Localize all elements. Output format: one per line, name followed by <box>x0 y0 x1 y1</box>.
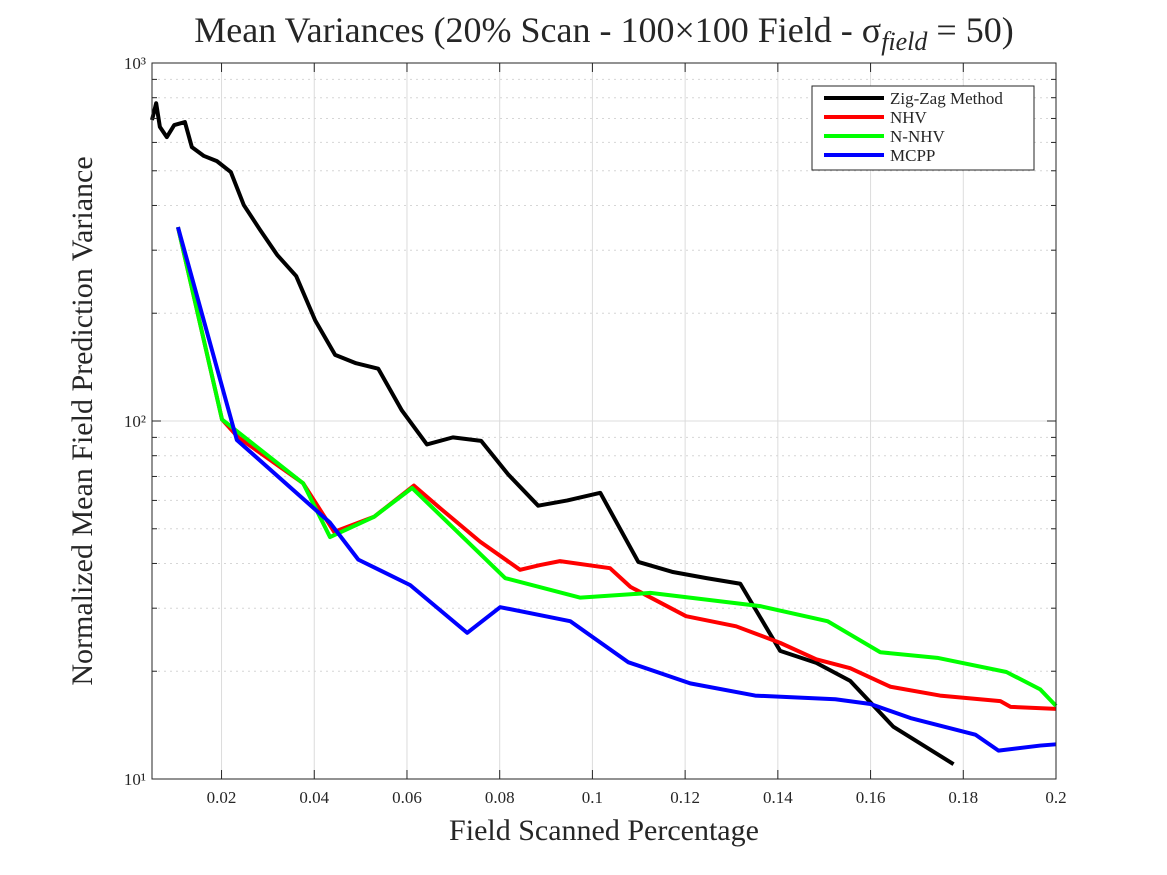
x-tick-label: 0.06 <box>392 788 422 807</box>
x-tick-label: 0.16 <box>856 788 886 807</box>
y-tick-label: 10² <box>124 412 146 431</box>
lines <box>150 101 1058 766</box>
x-axis-label: Field Scanned Percentage <box>449 814 759 847</box>
x-tick-label: 0.18 <box>948 788 978 807</box>
legend-label: NHV <box>890 108 928 127</box>
legend-label: MCPP <box>890 146 935 165</box>
axes: 0.02 0.04 0.06 0.08 0.1 0.12 0.14 0.16 0.18 0.2 10… <box>124 54 1067 807</box>
legend-label: Zig-Zag Method <box>890 89 1003 108</box>
x-tick-label: 0.08 <box>485 788 515 807</box>
x-tick-label: 0.04 <box>299 788 329 807</box>
title-subscript: field <box>881 27 928 56</box>
x-tick-label: 0.14 <box>763 788 793 807</box>
series-line <box>150 101 955 766</box>
title-part: = 50) <box>927 10 1013 50</box>
title-part: Mean Variances (20% Scan - 100×100 Field… <box>194 10 881 50</box>
x-tick-label: 0.12 <box>670 788 700 807</box>
y-tick-label: 10¹ <box>124 770 146 789</box>
x-tick-label: 0.02 <box>207 788 237 807</box>
x-tick-label: 0.2 <box>1045 788 1066 807</box>
y-tick-label: 10³ <box>124 54 146 73</box>
series-line <box>176 226 1057 753</box>
x-tick-label: 0.1 <box>582 788 603 807</box>
chart-title: Mean Variances (20% Scan - 100×100 Field… <box>194 10 1013 56</box>
legend-label: N-NHV <box>890 127 945 146</box>
y-axis-label: Normalized Mean Field Prediction Varianc… <box>66 156 99 685</box>
